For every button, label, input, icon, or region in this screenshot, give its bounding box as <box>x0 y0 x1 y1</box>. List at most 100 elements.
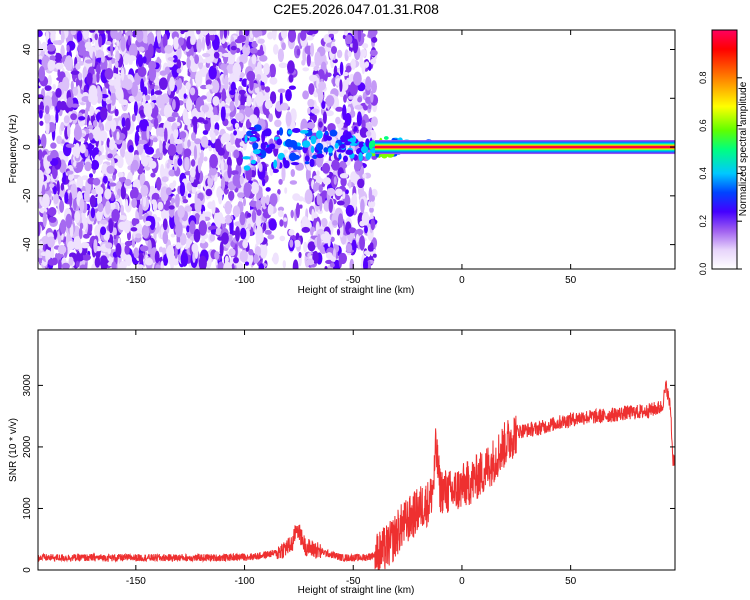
spectrogram-cell <box>229 100 235 112</box>
spectrogram-cell <box>259 55 268 62</box>
spectrogram-cell <box>270 91 277 104</box>
spectrogram-cell <box>287 60 295 74</box>
x-tick-label: -100 <box>235 576 255 587</box>
spectrogram-cell <box>220 135 226 144</box>
spectrogram-cell <box>251 40 258 49</box>
spectrogram-cell <box>244 183 252 192</box>
spectrogram-cell <box>115 243 122 257</box>
spectrogram-cell <box>187 139 191 149</box>
spectrogram-hot-cell <box>252 142 259 150</box>
spectrogram-cell <box>92 73 97 87</box>
spectrogram-cell <box>98 35 103 48</box>
spectrogram-cell <box>201 36 205 51</box>
y-tick-label: -40 <box>22 237 33 252</box>
spectrogram-cell <box>333 176 337 185</box>
spectrogram-cell <box>38 221 41 237</box>
spectrogram-cell <box>209 107 214 112</box>
spectrogram-cell <box>60 182 65 191</box>
spectrogram-cell <box>208 65 217 80</box>
spectrogram-cell <box>132 179 142 190</box>
spectrogram-cell <box>98 30 105 35</box>
spectrogram-cell <box>182 199 189 204</box>
spectrogram-cell <box>244 34 249 48</box>
spectrogram-cell <box>302 67 310 72</box>
spectrogram-cell <box>233 257 239 264</box>
spectrogram-cell <box>137 264 144 269</box>
spectrogram-cell <box>205 84 213 90</box>
spectrogram-cell <box>100 106 108 121</box>
spectrogram-hot-cell <box>309 158 315 168</box>
spectrogram-cell <box>106 165 115 174</box>
spectrogram-cell <box>348 227 357 234</box>
snr-series-line <box>38 380 675 570</box>
spectrogram-cell <box>277 88 286 94</box>
spectrogram-cell <box>301 226 311 233</box>
spectrogram-hot-cell <box>276 138 283 146</box>
spectrogram-hot-cell <box>255 136 261 142</box>
spectrogram-cell <box>183 148 192 158</box>
spectrogram-cell <box>70 183 78 199</box>
spectrogram-cell <box>299 204 303 209</box>
spectrogram-cell <box>83 190 90 202</box>
spectrogram-cell <box>365 130 372 137</box>
spectrogram-hot-cell <box>343 155 348 163</box>
spectrogram-hot-cell <box>249 136 257 142</box>
spectrogram-cell <box>277 206 285 212</box>
x-tick-label: 50 <box>565 275 577 286</box>
spectrogram-hot-cell <box>304 155 310 162</box>
spectrogram-cell <box>121 117 126 128</box>
spectrogram-cell <box>330 30 339 35</box>
spectrogram-cell <box>209 30 215 36</box>
spectrogram-cell <box>168 205 175 210</box>
spectrogram-cell <box>114 108 119 117</box>
spectrogram-cell <box>144 257 153 266</box>
spectrogram-cell <box>38 169 44 186</box>
spectrogram-cell <box>289 239 294 248</box>
spectrogram-cell <box>99 154 107 160</box>
spectrogram-hot-cell <box>310 135 317 145</box>
spectrogram-cell <box>313 183 317 193</box>
spectrogram-cell <box>128 145 134 153</box>
spectrogram-cell <box>283 149 289 154</box>
spectrogram-cell <box>173 36 179 50</box>
spectrogram-cell <box>87 124 94 130</box>
colorbar-tick-label: 0.4 <box>698 167 708 180</box>
snr-frame <box>37 329 676 571</box>
spectrogram-cell <box>300 30 307 41</box>
spectrogram-cell <box>38 186 41 198</box>
spectrogram-cell <box>301 59 306 66</box>
spectrogram-cell <box>176 142 183 155</box>
spectrogram-cell <box>251 209 257 223</box>
spectrogram-cell <box>131 238 135 248</box>
spectrogram-cell <box>59 200 65 213</box>
spectrogram-y-label: Frequency (Hz) <box>8 115 19 184</box>
spectrogram-cell <box>59 100 67 111</box>
spectrogram-cell <box>272 252 279 265</box>
spectrogram-cell <box>137 66 147 78</box>
spectrogram-cell <box>209 167 218 176</box>
spectrogram-cell <box>287 30 297 43</box>
spectrogram-cell <box>185 97 193 112</box>
spectrogram-cell <box>242 239 249 249</box>
spectrogram-cell <box>147 32 155 49</box>
spectrogram-cell <box>191 116 198 127</box>
spectrogram-cell <box>360 48 367 58</box>
spectrogram-cell <box>344 49 349 62</box>
spectrogram-cell <box>364 225 368 234</box>
spectrogram-cell <box>176 68 182 74</box>
spectrogram-cell <box>306 53 311 67</box>
spectrogram-cell <box>107 246 112 255</box>
spectrogram-cell <box>205 91 213 103</box>
spectrogram-cell <box>171 111 179 118</box>
spectrogram-cell <box>228 233 233 242</box>
spectrogram-cell <box>281 165 286 182</box>
spectrogram-cell <box>175 193 180 208</box>
spectrogram-cell <box>344 34 353 45</box>
spectrogram-cell <box>138 46 145 52</box>
x-tick-label: 0 <box>459 576 465 587</box>
spectrogram-hot-cell <box>264 128 272 137</box>
spectrogram-hot-cell <box>316 153 324 159</box>
spectrogram-cell <box>58 259 62 269</box>
x-tick-label: -150 <box>126 576 146 587</box>
spectrogram-hot-cell <box>248 127 256 131</box>
